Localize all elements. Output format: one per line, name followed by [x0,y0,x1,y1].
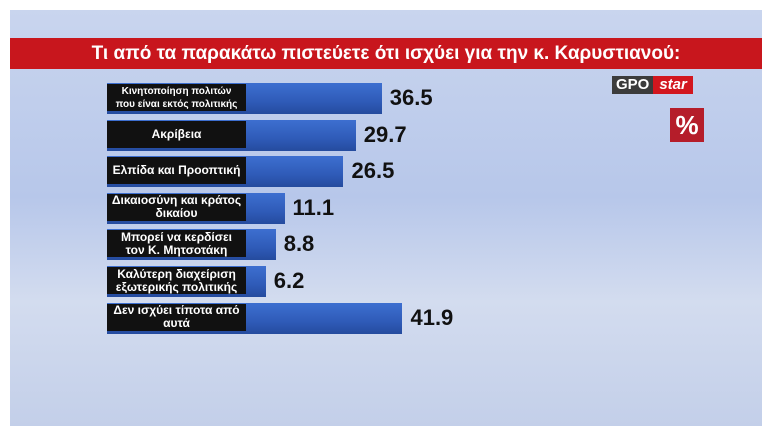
chart-title: Τι από τα παρακάτω πιστεύετε ότι ισχύει … [10,38,762,69]
value-label: 29.7 [363,121,407,147]
value-label: 11.1 [292,194,335,220]
value-label: 36.5 [389,85,433,110]
unit-badge: % [670,108,704,142]
logo-gpo: GPO [612,76,654,94]
category-label: Ακρίβεια [107,120,246,148]
category-label: Μπορεί να κερδίσει τον Κ. Μητσοτάκη [107,230,246,258]
logo-star: star [653,76,693,94]
category-label: Κινητοποίηση πολιτών που είναι εκτός πολ… [107,84,246,111]
value-label: 8.8 [283,231,315,257]
chart: Τι από τα παρακάτω πιστεύετε ότι ισχύει … [10,10,762,426]
value-label: 26.5 [351,158,395,184]
logo: GPO star [612,76,693,94]
category-label: Δικαιοσύνη και κράτος δικαίου [107,193,246,221]
category-label: Δεν ισχύει τίποτα από αυτά [107,303,246,331]
value-label: 6.2 [273,268,305,293]
value-label: 41.9 [410,304,454,330]
category-label: Καλύτερη διαχείριση εξωτερικής πολιτικής [107,267,246,294]
category-label: Ελπίδα και Προοπτική [107,157,246,185]
